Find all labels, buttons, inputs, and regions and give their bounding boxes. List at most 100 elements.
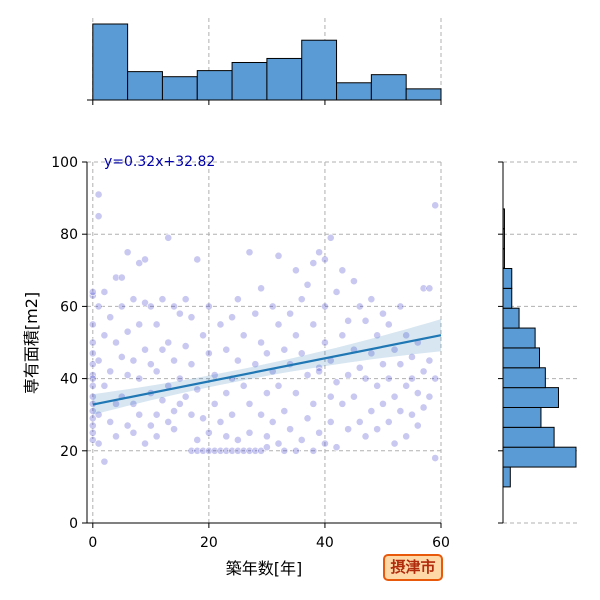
scatter-point — [88, 428, 97, 437]
scatter-point — [355, 418, 364, 426]
scatter-point — [94, 212, 103, 221]
scatter-point — [135, 410, 144, 419]
scatter-point — [379, 309, 387, 318]
scatter-point — [425, 356, 434, 365]
scatter-point — [181, 295, 190, 304]
scatter-point — [419, 367, 428, 376]
x-hist-bar — [196, 70, 233, 101]
scatter-point — [350, 392, 358, 401]
y-axis-label: 専有面積[m2] — [22, 292, 41, 394]
scatter-point — [315, 248, 324, 257]
y-hist-bar — [502, 446, 577, 468]
scatter-point — [175, 309, 184, 318]
scatter-point — [199, 446, 207, 455]
scatter-point — [181, 392, 190, 401]
x-tick-label: 60 — [432, 535, 450, 551]
main-axes — [82, 161, 442, 528]
scatter-point — [129, 295, 138, 304]
scatter-point — [175, 399, 184, 408]
scatter-point — [152, 367, 161, 376]
scatter-point — [135, 259, 144, 267]
scatter-point — [309, 259, 318, 267]
scatter-point — [141, 345, 149, 354]
scatter-point — [350, 277, 358, 286]
scatter-point — [245, 428, 254, 437]
scatter-point — [373, 425, 382, 434]
scatter-point — [321, 255, 329, 264]
scatter-point — [315, 428, 324, 437]
scatter-point — [245, 446, 254, 455]
scatter-point — [344, 371, 353, 379]
scatter-point — [152, 320, 161, 329]
scatter-point — [233, 446, 242, 455]
scatter-point — [94, 356, 103, 365]
scatter-point — [408, 374, 416, 383]
scatter-point — [164, 418, 173, 426]
scatter-point — [338, 399, 347, 408]
scatter-point — [187, 410, 196, 419]
scatter-point — [373, 381, 382, 390]
x-hist-bar — [161, 76, 198, 101]
scatter-point — [326, 233, 335, 242]
scatter-point — [367, 295, 376, 304]
scatter-point — [222, 432, 231, 441]
y-hist-bar — [502, 267, 513, 289]
x-hist-bar — [231, 62, 268, 101]
scatter-point — [309, 320, 318, 329]
scatter-point — [274, 320, 283, 329]
scatter-point — [233, 295, 242, 304]
scatter-point — [94, 439, 103, 448]
scatter-point — [170, 302, 178, 311]
scatter-point — [187, 313, 196, 322]
scatter-point — [193, 255, 202, 264]
scatter-point — [106, 367, 115, 376]
scatter-point — [112, 432, 120, 441]
scatter-point — [88, 381, 97, 390]
scatter-point — [408, 410, 416, 419]
scatter-point — [251, 360, 260, 369]
scatter-point — [112, 338, 120, 347]
scatter-point — [210, 446, 219, 455]
scatter-point — [187, 360, 196, 369]
y-hist-bar — [502, 367, 546, 389]
y-tick-label: 80 — [60, 227, 78, 243]
scatter-point — [274, 381, 283, 390]
scatter-point — [187, 446, 196, 455]
scatter-point — [280, 407, 289, 415]
y-tick-label: 60 — [60, 299, 78, 315]
scatter-point — [303, 280, 312, 289]
scatter-point — [210, 371, 219, 379]
scatter-point — [152, 432, 161, 441]
scatter-point — [361, 432, 370, 441]
scatter-point — [129, 399, 138, 408]
y-tick-label: 0 — [69, 516, 78, 532]
scatter-point — [408, 353, 416, 361]
scatter-point — [297, 436, 306, 444]
y-tick-label: 100 — [51, 155, 78, 171]
scatter-point — [228, 313, 236, 322]
scatter-point — [117, 273, 126, 282]
y-hist-bar — [502, 426, 555, 448]
scatter-point — [379, 399, 387, 408]
scatter-point — [251, 309, 260, 318]
scatter-point — [332, 378, 341, 387]
scatter-point — [309, 399, 318, 408]
scatter-point — [419, 284, 428, 293]
scatter-point — [431, 374, 440, 383]
scatter-point — [303, 371, 312, 379]
scatter-point — [88, 320, 97, 329]
y-marginal-histogram — [498, 161, 580, 524]
scatter-point — [332, 443, 341, 452]
scatter-point — [94, 190, 103, 199]
scatter-point — [425, 392, 434, 401]
scatter-point — [141, 298, 149, 307]
scatter-point — [100, 381, 109, 390]
scatter-point — [193, 436, 202, 444]
scatter-point — [199, 331, 207, 340]
scatter-point — [106, 313, 115, 322]
scatter-point — [257, 338, 265, 347]
scatter-point — [129, 428, 138, 437]
scatter-point — [344, 425, 353, 434]
x-hist-bar — [336, 82, 372, 101]
